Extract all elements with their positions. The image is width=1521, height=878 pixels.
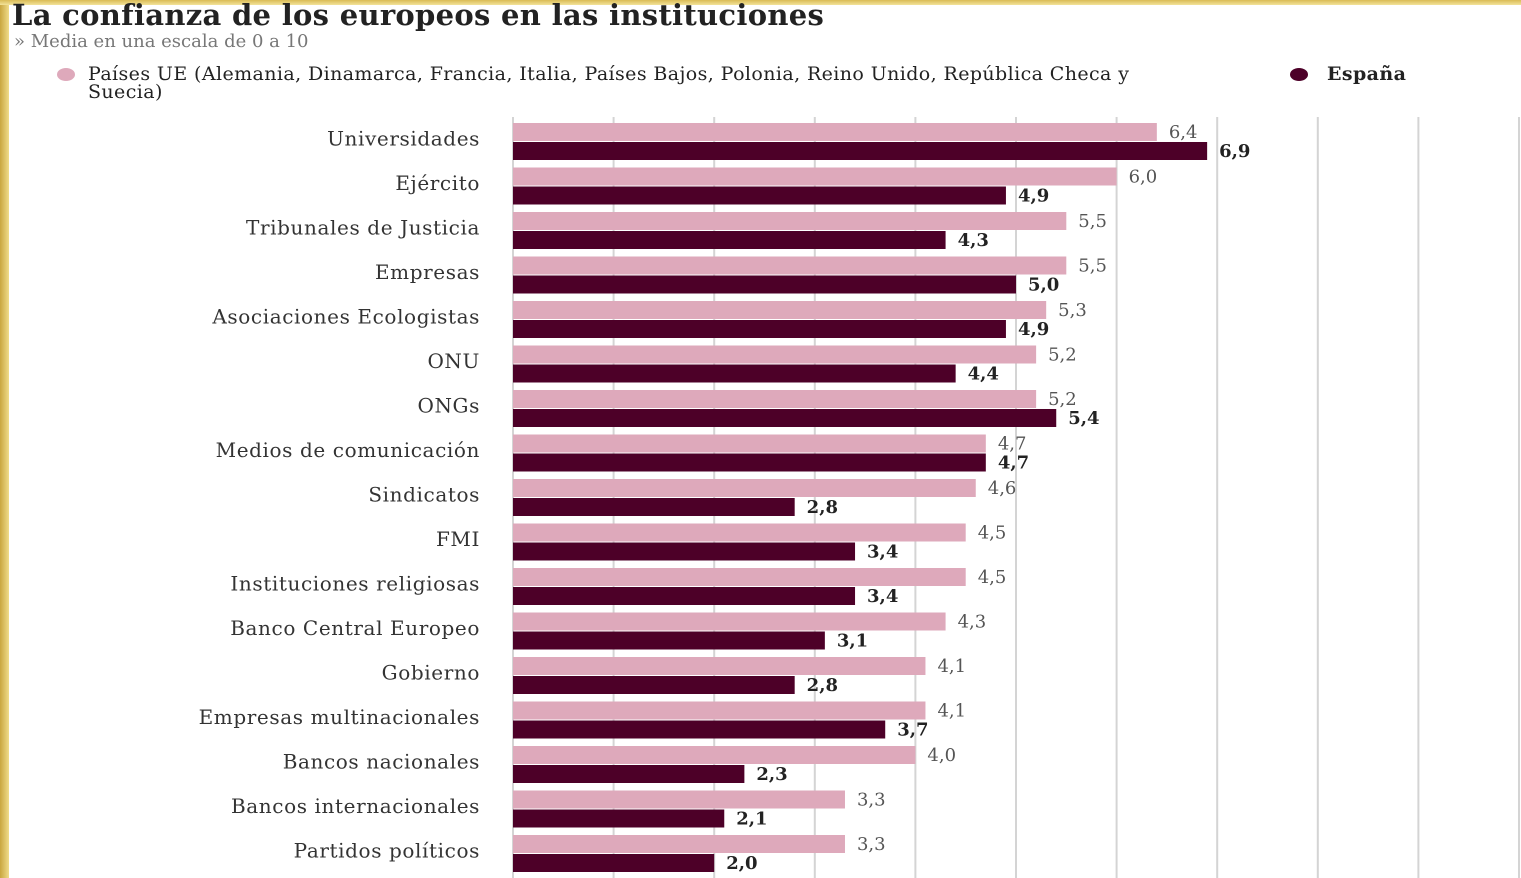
y-tick-label: FMI	[436, 527, 480, 551]
data-label: 4,6	[988, 478, 1017, 499]
data-label: 4,1	[937, 701, 966, 722]
data-label: 4,4	[968, 364, 999, 385]
subtitle-marker: »	[14, 31, 31, 52]
data-label: 2,1	[736, 809, 767, 830]
bar	[513, 142, 1208, 160]
data-label: 4,7	[998, 453, 1029, 474]
y-tick-label: Empresas	[375, 260, 480, 284]
y-tick-label: Partidos políticos	[294, 839, 480, 863]
chart-subtitle: » Media en una escala de 0 a 10	[14, 31, 309, 52]
bar	[513, 523, 966, 542]
bar	[513, 275, 1016, 294]
y-tick-label: Ejército	[395, 171, 480, 195]
data-label: 2,8	[807, 675, 838, 696]
data-label: 4,1	[937, 656, 966, 677]
legend-swatch	[1290, 68, 1308, 81]
data-label: 3,1	[837, 631, 868, 652]
y-tick-label: Medios de comunicación	[216, 438, 480, 462]
data-label: 6,0	[1129, 167, 1158, 188]
data-label: 6,4	[1169, 122, 1198, 143]
data-label: 5,4	[1068, 408, 1099, 429]
data-label: 2,0	[726, 853, 757, 874]
legend-label: España	[1327, 63, 1407, 85]
bar	[513, 345, 1037, 364]
y-tick-label: Universidades	[327, 127, 480, 151]
bar	[513, 542, 856, 561]
bar	[513, 434, 986, 453]
data-label: 5,5	[1078, 256, 1107, 277]
data-label: 4,7	[998, 434, 1027, 455]
data-label: 4,5	[978, 567, 1007, 588]
bar	[513, 809, 725, 828]
data-label: 5,3	[1058, 300, 1087, 321]
bar	[513, 364, 956, 383]
legend-label: Países UE (Alemania, Dinamarca, Francia,…	[88, 63, 1130, 103]
data-label: 4,9	[1018, 319, 1049, 340]
bar	[513, 320, 1006, 338]
bar	[513, 631, 825, 650]
data-label: 5,0	[1028, 275, 1059, 296]
data-label: 5,2	[1048, 389, 1077, 410]
subtitle-text: Media en una escala de 0 a 10	[30, 31, 309, 52]
data-label: 5,5	[1078, 211, 1107, 232]
bar	[513, 568, 966, 586]
bar	[513, 676, 795, 694]
data-label: 3,7	[897, 720, 928, 741]
data-label: 3,4	[867, 586, 898, 607]
bar	[513, 453, 986, 472]
bar	[513, 498, 795, 516]
bar	[513, 301, 1047, 319]
chart-title: La confianza de los europeos en las inst…	[12, 0, 825, 32]
bar	[513, 212, 1067, 230]
y-tick-label: Bancos internacionales	[231, 794, 480, 818]
bar	[513, 186, 1006, 205]
y-tick-label: Banco Central Europeo	[230, 616, 480, 640]
bar	[513, 390, 1037, 408]
frame	[0, 0, 9, 878]
y-tick-label: Empresas multinacionales	[199, 705, 480, 729]
frame	[0, 0, 1521, 5]
data-label: 5,2	[1048, 345, 1077, 366]
bar	[513, 854, 715, 872]
bar	[513, 479, 976, 497]
bar	[513, 587, 856, 605]
data-label: 4,0	[927, 745, 956, 766]
bar	[513, 790, 845, 809]
bar	[513, 409, 1057, 427]
bar	[513, 123, 1157, 141]
y-tick-label: Bancos nacionales	[283, 750, 480, 774]
y-tick-label: ONU	[427, 349, 480, 373]
bar	[513, 657, 926, 675]
data-label: 3,4	[867, 542, 898, 563]
data-label: 2,3	[756, 764, 787, 785]
bar	[513, 720, 886, 739]
bar	[513, 167, 1117, 186]
data-label: 4,3	[958, 230, 989, 251]
y-tick-label: ONGs	[417, 394, 480, 418]
data-label: 4,5	[978, 523, 1007, 544]
bar	[513, 746, 916, 764]
data-label: 2,8	[807, 497, 838, 518]
bar	[513, 835, 845, 853]
bar	[513, 765, 745, 783]
data-label: 3,3	[857, 834, 886, 855]
y-tick-label: Tribunales de Justicia	[246, 216, 480, 240]
y-tick-label: Gobierno	[382, 661, 480, 685]
y-tick-label: Asociaciones Ecologistas	[211, 305, 480, 329]
bar	[513, 256, 1067, 275]
data-label: 4,9	[1018, 186, 1049, 207]
y-tick-label: Instituciones religiosas	[230, 572, 480, 596]
data-label: 4,3	[958, 612, 987, 633]
bar	[513, 612, 946, 631]
y-tick-label: Sindicatos	[368, 483, 480, 507]
legend-swatch	[57, 68, 75, 81]
data-label: 6,9	[1219, 141, 1250, 162]
bar	[513, 231, 946, 249]
bar	[513, 701, 926, 720]
data-label: 3,3	[857, 790, 886, 811]
